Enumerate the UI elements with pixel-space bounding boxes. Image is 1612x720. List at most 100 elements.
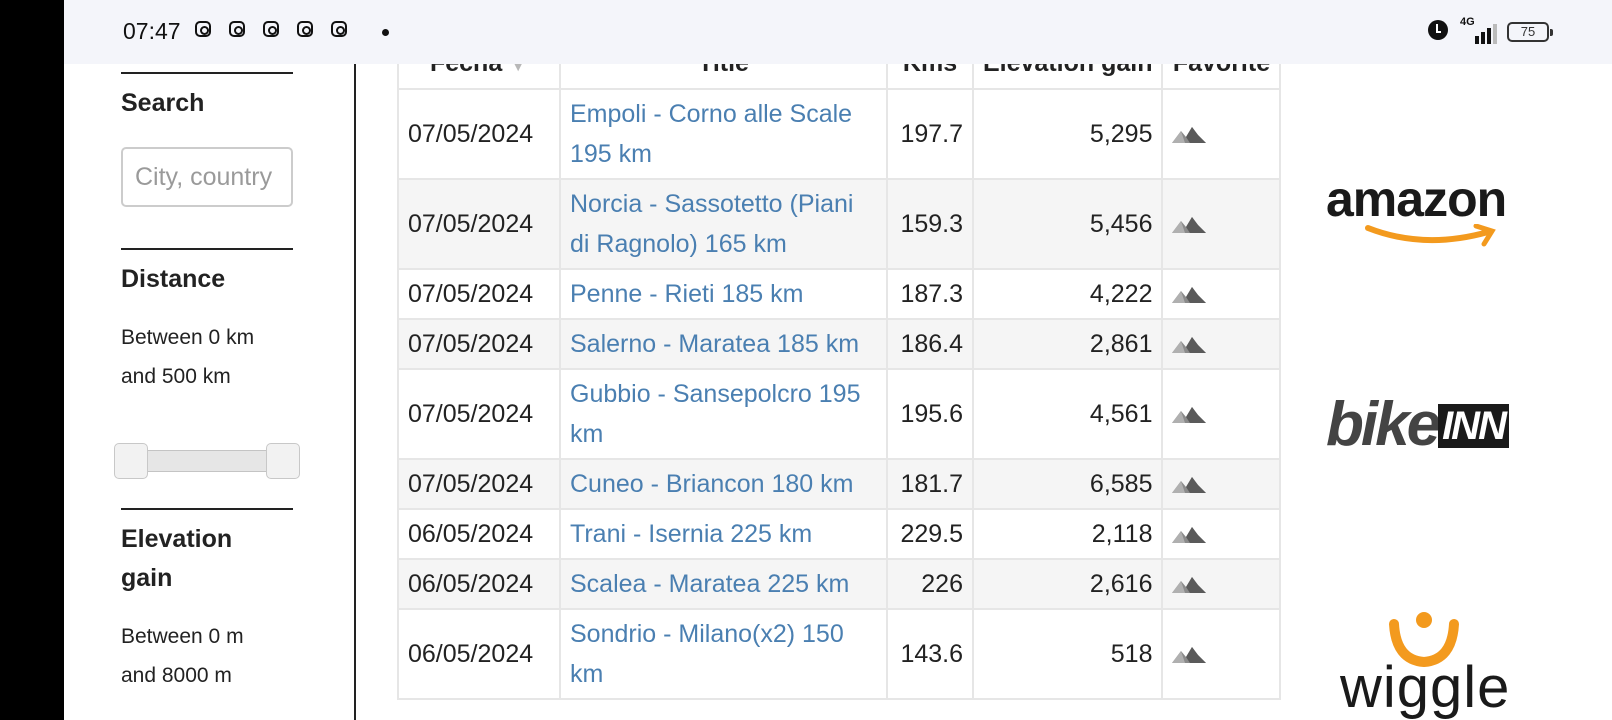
route-kms: 229.5 bbox=[886, 508, 974, 560]
battery-icon: 75 bbox=[1507, 22, 1553, 42]
route-date: 07/05/2024 bbox=[397, 318, 561, 370]
mountain-icon[interactable] bbox=[1172, 125, 1207, 145]
instagram-icon bbox=[195, 21, 211, 37]
route-elevation: 6,585 bbox=[971, 458, 1164, 510]
filter-sidebar: Search Distance Between 0 km and 500 km … bbox=[114, 64, 301, 720]
distance-range-text: and 500 km bbox=[121, 365, 231, 388]
route-kms: 187.3 bbox=[886, 268, 974, 320]
route-elevation: 2,616 bbox=[971, 558, 1164, 610]
distance-slider[interactable] bbox=[114, 443, 300, 479]
slider-track[interactable] bbox=[128, 450, 286, 472]
route-date: 07/05/2024 bbox=[397, 178, 561, 270]
route-title-cell: Cuneo - Briancon 180 km bbox=[559, 458, 888, 510]
amazon-logo: amazon bbox=[1326, 171, 1507, 227]
bikeinn-logo-badge: INN bbox=[1438, 404, 1509, 448]
table-row: 06/05/2024 Trani - Isernia 225 km 229.5 2,1… bbox=[397, 508, 1282, 560]
route-title-link[interactable]: Cuneo - Briancon 180 km bbox=[570, 470, 854, 498]
route-kms: 197.7 bbox=[886, 88, 974, 180]
sidebar-divider bbox=[354, 64, 356, 720]
route-title-link[interactable]: Sondrio - Milano(x2) 150 km bbox=[570, 620, 844, 688]
route-title-cell: Penne - Rieti 185 km bbox=[559, 268, 888, 320]
route-date: 06/05/2024 bbox=[397, 558, 561, 610]
table-row: 07/05/2024 Salerno - Maratea 185 km 186.4 2… bbox=[397, 318, 1282, 370]
mountain-icon[interactable] bbox=[1172, 645, 1207, 665]
route-date: 06/05/2024 bbox=[397, 608, 561, 700]
wiggle-logo: wiggle bbox=[1340, 655, 1511, 720]
network-type: 4G bbox=[1460, 16, 1475, 28]
route-kms: 159.3 bbox=[886, 178, 974, 270]
route-elevation: 5,456 bbox=[971, 178, 1164, 270]
route-favorite-cell bbox=[1161, 178, 1282, 270]
route-favorite-cell bbox=[1161, 88, 1282, 180]
mountain-icon[interactable] bbox=[1172, 215, 1207, 235]
mountain-icon[interactable] bbox=[1172, 525, 1207, 545]
route-elevation: 5,295 bbox=[971, 88, 1164, 180]
elevation-filter-title: gain bbox=[121, 564, 173, 592]
routes-table-body: 07/05/2024 Empoli - Corno alle Scale 195 … bbox=[397, 88, 1282, 700]
route-title-cell: Empoli - Corno alle Scale 195 km bbox=[559, 88, 888, 180]
route-kms: 195.6 bbox=[886, 368, 974, 460]
route-title-link[interactable]: Scalea - Maratea 225 km bbox=[570, 570, 850, 598]
instagram-icon bbox=[229, 21, 245, 37]
route-kms: 181.7 bbox=[886, 458, 974, 510]
route-elevation: 2,118 bbox=[971, 508, 1164, 560]
mountain-icon[interactable] bbox=[1172, 285, 1207, 305]
slider-min-handle[interactable] bbox=[114, 443, 148, 479]
table-row: 07/05/2024 Cuneo - Briancon 180 km 181.7 6,… bbox=[397, 458, 1282, 510]
elevation-filter-title: Elevation bbox=[121, 525, 233, 553]
route-favorite-cell bbox=[1161, 268, 1282, 320]
ads-column: amazon bike INN wiggle bbox=[1326, 64, 1612, 720]
mountain-icon[interactable] bbox=[1172, 475, 1207, 495]
route-elevation: 4,561 bbox=[971, 368, 1164, 460]
route-title-cell: Trani - Isernia 225 km bbox=[559, 508, 888, 560]
route-favorite-cell bbox=[1161, 318, 1282, 370]
mountain-icon[interactable] bbox=[1172, 405, 1207, 425]
bikeinn-ad[interactable]: bike INN bbox=[1326, 389, 1526, 460]
route-elevation: 518 bbox=[971, 608, 1164, 700]
mountain-icon[interactable] bbox=[1172, 575, 1207, 595]
search-input[interactable] bbox=[121, 147, 293, 207]
table-row: 07/05/2024 Gubbio - Sansepolcro 195 km 195… bbox=[397, 368, 1282, 460]
route-title-link[interactable]: Norcia - Sassotetto (Piani di Ragnolo) 1… bbox=[570, 190, 854, 258]
route-elevation: 2,861 bbox=[971, 318, 1164, 370]
signal-icon bbox=[1458, 18, 1497, 44]
route-favorite-cell bbox=[1161, 508, 1282, 560]
route-title-cell: Salerno - Maratea 185 km bbox=[559, 318, 888, 370]
route-title-link[interactable]: Gubbio - Sansepolcro 195 km bbox=[570, 380, 861, 448]
search-filter-title: Search bbox=[121, 89, 205, 117]
route-kms: 186.4 bbox=[886, 318, 974, 370]
route-kms: 143.6 bbox=[886, 608, 974, 700]
mountain-icon[interactable] bbox=[1172, 335, 1207, 355]
table-row: 07/05/2024 Empoli - Corno alle Scale 195 … bbox=[397, 88, 1282, 180]
routes-table-container: Fecha▼ Title Kms Elevation gain Favorite… bbox=[397, 24, 1282, 700]
route-favorite-cell bbox=[1161, 558, 1282, 610]
more-notifications-dot bbox=[382, 29, 389, 36]
route-title-link[interactable]: Empoli - Corno alle Scale 195 km bbox=[570, 100, 853, 168]
route-favorite-cell bbox=[1161, 608, 1282, 700]
route-title-link[interactable]: Penne - Rieti 185 km bbox=[570, 280, 804, 308]
battery-level: 75 bbox=[1520, 24, 1536, 39]
route-title-cell: Norcia - Sassotetto (Piani di Ragnolo) 1… bbox=[559, 178, 888, 270]
divider bbox=[121, 72, 293, 74]
route-title-link[interactable]: Salerno - Maratea 185 km bbox=[570, 330, 860, 358]
route-title-link[interactable]: Trani - Isernia 225 km bbox=[570, 520, 813, 548]
route-title-cell: Scalea - Maratea 225 km bbox=[559, 558, 888, 610]
instagram-icon bbox=[297, 21, 313, 37]
slider-max-handle[interactable] bbox=[266, 443, 300, 479]
route-date: 07/05/2024 bbox=[397, 268, 561, 320]
distance-filter-title: Distance bbox=[121, 265, 226, 293]
distance-range-text: Between 0 km bbox=[121, 326, 255, 349]
routes-table: Fecha▼ Title Kms Elevation gain Favorite… bbox=[397, 24, 1282, 700]
route-favorite-cell bbox=[1161, 368, 1282, 460]
instagram-icon bbox=[263, 21, 279, 37]
instagram-icon bbox=[331, 21, 347, 37]
route-title-cell: Sondrio - Milano(x2) 150 km bbox=[559, 608, 888, 700]
route-date: 07/05/2024 bbox=[397, 368, 561, 460]
table-row: 06/05/2024 Sondrio - Milano(x2) 150 km 143… bbox=[397, 608, 1282, 700]
route-kms: 226 bbox=[886, 558, 974, 610]
route-date: 07/05/2024 bbox=[397, 458, 561, 510]
route-date: 07/05/2024 bbox=[397, 88, 561, 180]
amazon-smile-icon bbox=[1365, 224, 1496, 247]
amazon-ad[interactable]: amazon bbox=[1326, 170, 1526, 247]
divider bbox=[121, 248, 293, 250]
